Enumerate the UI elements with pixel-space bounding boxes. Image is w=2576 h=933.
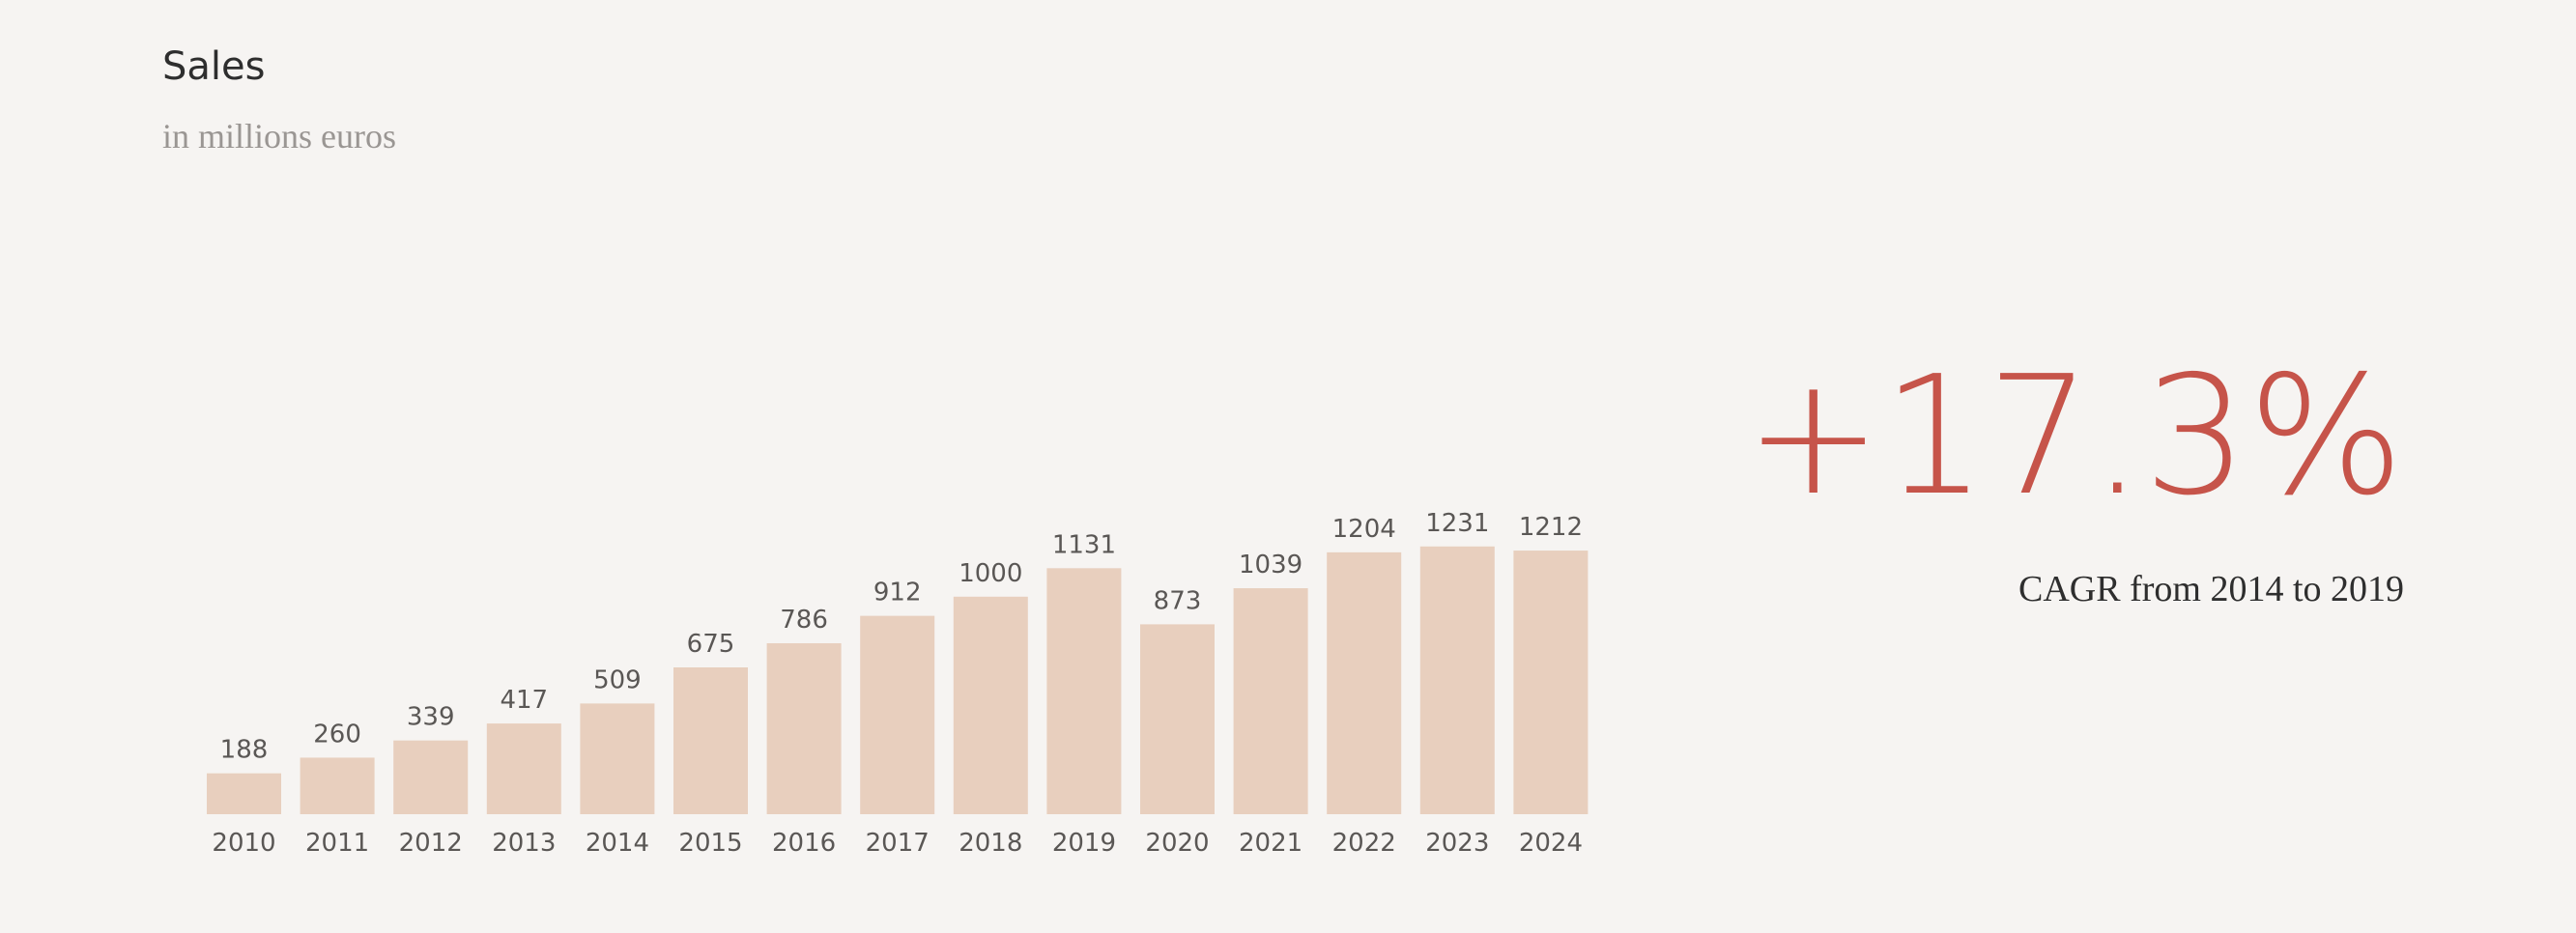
kpi-caption: CAGR from 2014 to 2019 — [2018, 569, 2404, 609]
value-label: 339 — [407, 703, 455, 732]
x-tick-label: 2018 — [959, 829, 1022, 858]
value-label: 1131 — [1052, 530, 1116, 559]
x-tick-label: 2013 — [492, 829, 556, 858]
value-label: 1000 — [959, 559, 1022, 588]
bar — [860, 615, 935, 814]
value-label: 1212 — [1519, 513, 1583, 542]
kpi-value: +17.3% — [1745, 341, 2405, 532]
x-tick-label: 2022 — [1332, 829, 1396, 858]
x-tick-label: 2020 — [1145, 829, 1209, 858]
x-tick-label: 2015 — [678, 829, 742, 858]
x-tick-label: 2016 — [772, 829, 836, 858]
bar — [953, 596, 1028, 814]
x-tick-label: 2019 — [1052, 829, 1116, 858]
x-tick-label: 2024 — [1519, 829, 1583, 858]
bar — [207, 773, 281, 814]
value-label: 1204 — [1332, 515, 1396, 544]
x-tick-label: 2010 — [212, 829, 275, 858]
x-tick-label: 2023 — [1425, 829, 1489, 858]
value-label: 417 — [500, 686, 548, 715]
bar — [393, 740, 469, 814]
bar — [300, 757, 375, 814]
x-tick-label: 2021 — [1239, 829, 1302, 858]
bar — [1419, 546, 1495, 814]
bar — [1327, 551, 1402, 814]
value-label: 912 — [873, 579, 922, 608]
x-tick-label: 2017 — [866, 829, 930, 858]
chart-title: Sales — [162, 44, 265, 89]
bar — [1046, 568, 1122, 814]
bar — [580, 703, 655, 814]
bar — [1140, 624, 1215, 814]
value-label: 1039 — [1239, 551, 1302, 580]
value-label: 1231 — [1425, 509, 1489, 538]
bar — [766, 642, 842, 814]
bar — [1233, 588, 1308, 814]
value-label: 260 — [313, 720, 361, 749]
value-label: 675 — [687, 630, 735, 659]
bar — [673, 666, 748, 814]
x-tick-label: 2014 — [586, 829, 649, 858]
bar — [486, 723, 561, 814]
x-tick-label: 2012 — [399, 829, 463, 858]
value-label: 188 — [220, 736, 269, 765]
value-label: 786 — [780, 606, 828, 635]
value-label: 509 — [593, 665, 642, 694]
bar — [1513, 551, 1589, 814]
value-label: 873 — [1154, 586, 1202, 615]
x-tick-label: 2011 — [305, 829, 369, 858]
chart-subtitle: in millions euros — [162, 117, 396, 156]
